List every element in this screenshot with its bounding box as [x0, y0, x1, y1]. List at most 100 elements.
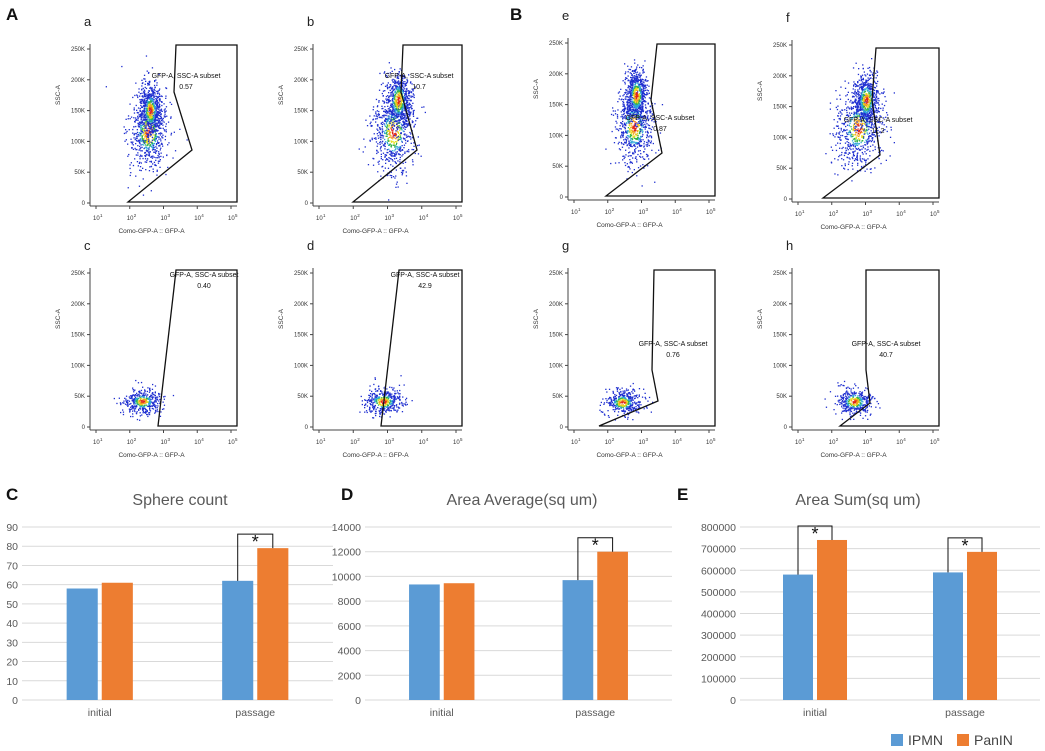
y-tick-label: 8000 — [338, 596, 362, 608]
flow-x-tick-exponent: 1 — [100, 213, 103, 218]
flow-y-tick-label: 100K — [549, 133, 563, 139]
flow-x-tick-label: 10 — [350, 440, 357, 446]
y-tick-label: 12000 — [332, 547, 361, 559]
flow-y-tick-label: 250K — [773, 271, 787, 277]
flow-y-axis-label: SSC-A — [55, 308, 62, 329]
flow-x-tick-label: 10 — [350, 216, 357, 222]
legend-swatch-panin — [957, 734, 969, 746]
flow-plot-letter: b — [307, 14, 314, 29]
y-tick-label: 70 — [6, 560, 18, 572]
flow-x-tick-exponent: 3 — [870, 437, 873, 442]
flow-y-axis-label: SSC-A — [757, 80, 764, 101]
panel-letter-d: D — [341, 485, 353, 504]
flow-x-tick-label: 10 — [672, 440, 679, 446]
bar-panin-passage — [967, 551, 997, 700]
bar-chart-1: Sphere count 0 10 20 30 40 50 60 70 80 90 initial pa… — [6, 492, 333, 719]
flow-x-tick-exponent: 2 — [612, 207, 615, 212]
flow-x-tick-label: 10 — [419, 216, 426, 222]
flow-y-tick-label: 0 — [305, 201, 309, 207]
flow-x-tick-label: 10 — [795, 440, 802, 446]
bar-chart-2: Area Average(sq um) 0 2000 4000 6000 8000 1000… — [332, 492, 672, 719]
flow-y-tick-label: 0 — [560, 195, 564, 201]
flow-y-axis-label: SSC-A — [278, 308, 285, 329]
flow-gate-value: 0.40 — [197, 283, 211, 290]
flow-y-tick-label: 0 — [305, 425, 309, 431]
flow-x-tick-exponent: 1 — [578, 207, 581, 212]
flow-x-tick-exponent: 5 — [937, 209, 940, 214]
flow-y-tick-label: 0 — [82, 425, 86, 431]
panel-letter-a: A — [6, 5, 18, 24]
flow-y-axis-label: SSC-A — [278, 84, 285, 105]
flow-y-tick-label: 100K — [294, 363, 308, 369]
flow-x-tick-exponent: 4 — [426, 437, 429, 442]
flow-x-tick-exponent: 1 — [802, 209, 805, 214]
y-tick-label: 50 — [6, 599, 18, 611]
bar-ipmn-passage — [562, 580, 594, 700]
flow-plot-letter: g — [562, 238, 569, 253]
flow-gate-value: 0.57 — [179, 84, 193, 91]
bar-ipmn-initial — [783, 574, 813, 700]
significance-star: * — [252, 532, 259, 552]
flow-x-tick-label: 10 — [706, 210, 713, 216]
flow-plot-f: f050K100K150K200K250K101102103104105Como… — [757, 10, 940, 231]
flow-y-tick-label: 200K — [71, 302, 85, 308]
flow-y-tick-label: 0 — [560, 425, 564, 431]
flow-plot-letter: a — [84, 14, 92, 29]
flow-y-tick-label: 0 — [82, 201, 86, 207]
flow-x-tick-exponent: 2 — [836, 209, 839, 214]
flow-x-tick-exponent: 1 — [802, 437, 805, 442]
flow-y-tick-label: 250K — [549, 41, 563, 47]
flow-plot-a: a050K100K150K200K250K101102103104105Como… — [55, 14, 238, 235]
flow-x-tick-exponent: 1 — [578, 437, 581, 442]
y-tick-label: 400000 — [701, 609, 736, 621]
y-tick-label: 600000 — [701, 565, 736, 577]
bar-ipmn-initial — [66, 588, 98, 700]
flow-y-tick-label: 50K — [297, 394, 308, 400]
flow-y-axis-label: SSC-A — [533, 78, 540, 99]
flow-gate-name: GFP-A, SSC-A subset — [385, 73, 454, 80]
flow-events — [825, 58, 895, 182]
flow-plot-e: e050K100K150K200K250K101102103104105Como… — [533, 8, 716, 229]
flow-x-axis-label: Como-GFP-A :: GFP-A — [820, 224, 887, 231]
flow-x-tick-label: 10 — [228, 440, 235, 446]
y-tick-label: 500000 — [701, 587, 736, 599]
flow-x-tick-label: 10 — [605, 440, 612, 446]
flow-y-tick-label: 50K — [74, 170, 85, 176]
flow-x-tick-label: 10 — [316, 440, 323, 446]
flow-x-tick-label: 10 — [161, 440, 168, 446]
flow-gate — [838, 269, 940, 427]
significance-bracket — [237, 533, 274, 581]
x-category-label: initial — [803, 707, 827, 719]
flow-x-axis-label: Como-GFP-A :: GFP-A — [596, 222, 663, 229]
flow-x-tick-label: 10 — [795, 212, 802, 218]
flow-x-tick-exponent: 1 — [323, 437, 326, 442]
flow-gate — [157, 269, 238, 427]
flow-y-tick-label: 50K — [776, 166, 787, 172]
bar-ipmn-passage — [222, 580, 254, 700]
y-tick-label: 2000 — [338, 670, 362, 682]
bar-chart-panels: Sphere count 0 10 20 30 40 50 60 70 80 90 initial pa… — [6, 492, 1040, 719]
flow-y-tick-label: 0 — [784, 197, 788, 203]
significance-bracket — [577, 537, 614, 581]
flow-x-tick-exponent: 1 — [323, 213, 326, 218]
bar-panin-passage — [597, 551, 628, 700]
flow-x-tick-exponent: 2 — [612, 437, 615, 442]
flow-y-tick-label: 200K — [773, 302, 787, 308]
significance-star: * — [592, 536, 599, 556]
flow-x-tick-label: 10 — [194, 440, 201, 446]
y-tick-label: 0 — [355, 695, 361, 707]
flow-y-tick-label: 200K — [549, 72, 563, 78]
flow-y-tick-label: 150K — [773, 105, 787, 111]
y-tick-label: 300000 — [701, 630, 736, 642]
x-category-label: initial — [88, 707, 112, 719]
flow-x-tick-exponent: 5 — [713, 207, 716, 212]
flow-x-tick-exponent: 3 — [168, 213, 171, 218]
flow-x-tick-exponent: 4 — [201, 437, 204, 442]
flow-x-tick-label: 10 — [228, 216, 235, 222]
flow-plot-g: g050K100K150K200K250K101102103104105Como… — [533, 238, 716, 459]
bar-chart-title: Area Sum(sq um) — [795, 492, 920, 509]
flow-y-tick-label: 150K — [71, 109, 85, 115]
flow-x-tick-label: 10 — [194, 216, 201, 222]
flow-y-tick-label: 150K — [549, 103, 563, 109]
flow-plot-c: c050K100K150K200K250K101102103104105Como… — [55, 238, 238, 459]
